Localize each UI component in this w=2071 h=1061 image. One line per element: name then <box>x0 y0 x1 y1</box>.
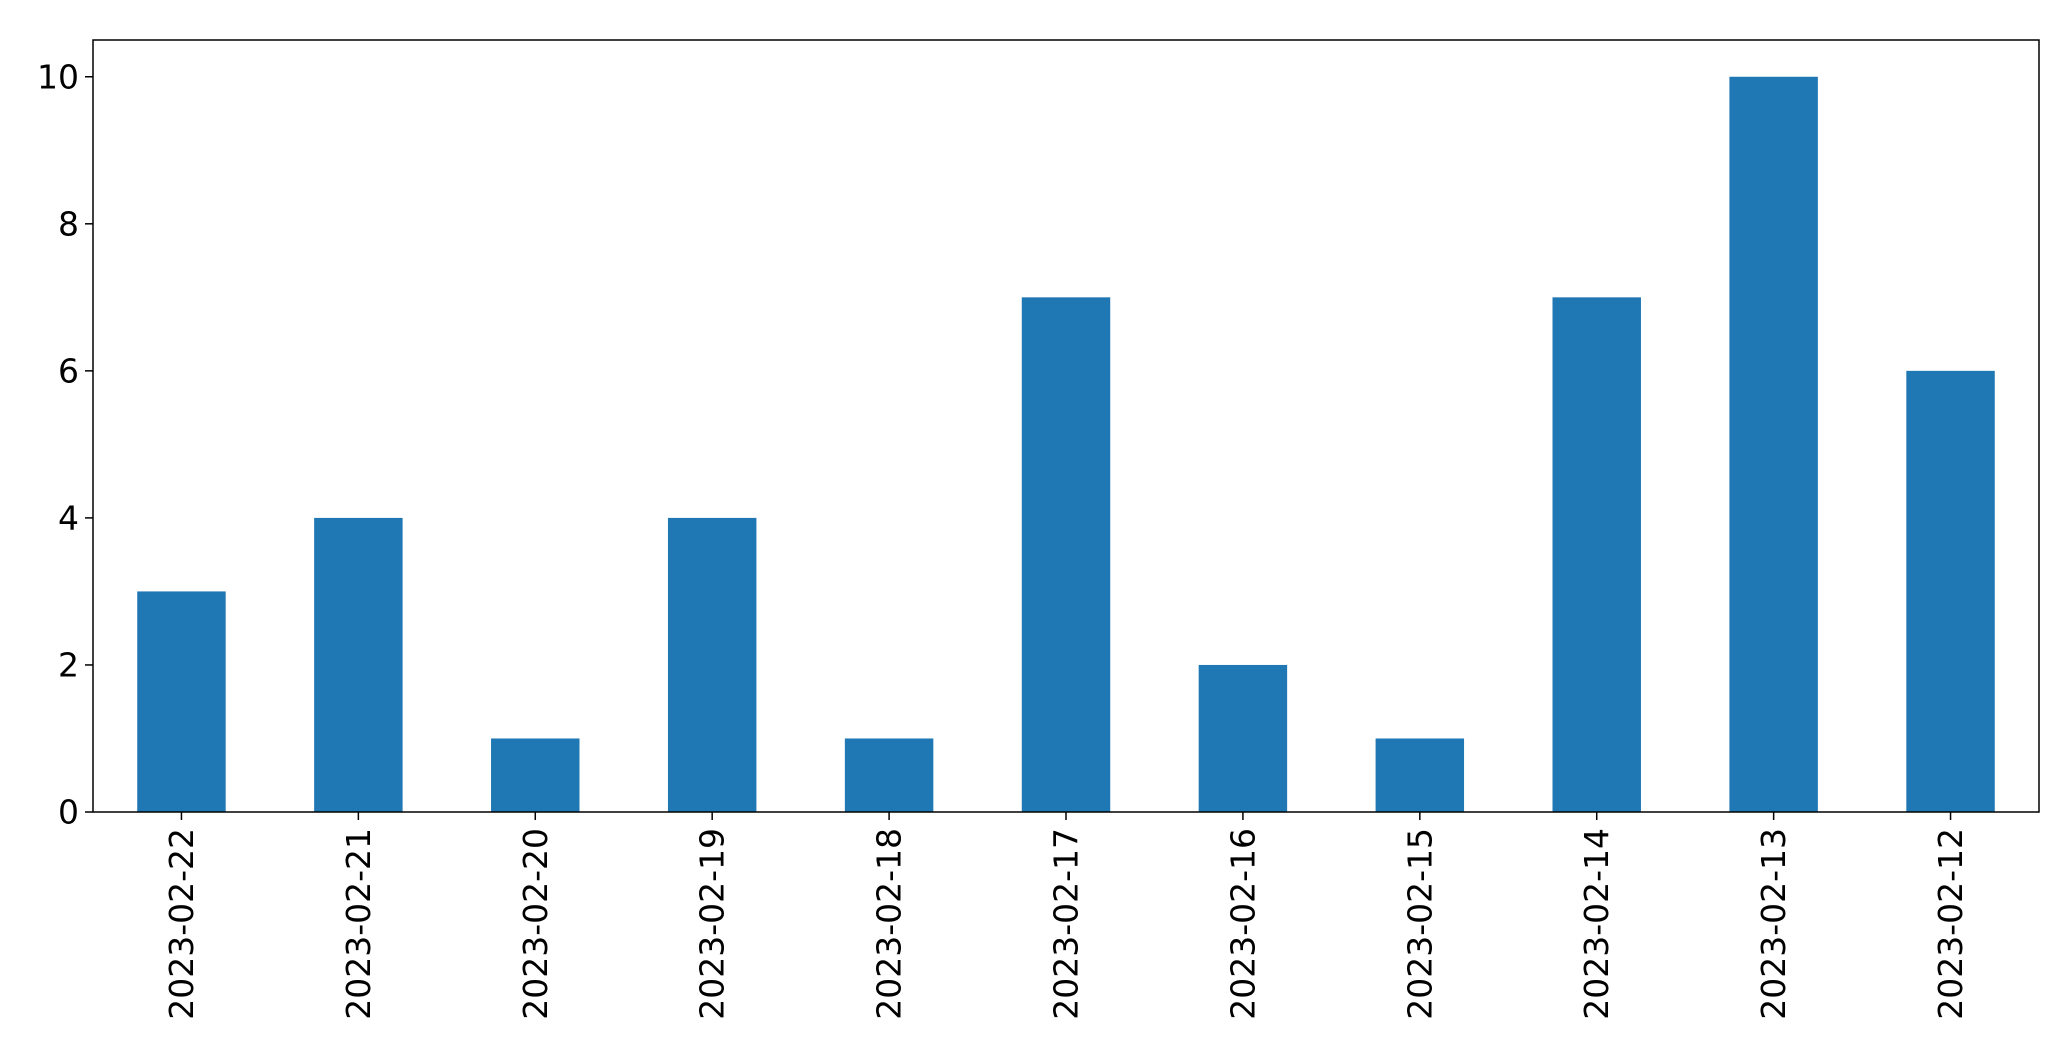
y-axis: 0 2 4 6 8 10 <box>37 57 93 832</box>
y-tick-label: 8 <box>58 204 79 243</box>
y-tick-label: 0 <box>58 793 79 832</box>
x-tick-label: 2023-02-20 <box>516 828 555 1020</box>
bar-2023-02-12 <box>1906 370 1995 812</box>
y-tick-label: 4 <box>58 498 79 537</box>
x-axis: 2023-02-22 2023-02-21 2023-02-20 2023-02-19… <box>162 812 1970 1020</box>
bar-2023-02-14 <box>1552 297 1641 812</box>
x-tick-label: 2023-02-12 <box>1931 828 1970 1020</box>
bar-2023-02-22 <box>137 591 226 812</box>
bar-2023-02-20 <box>491 738 580 812</box>
bar-2023-02-15 <box>1375 738 1465 812</box>
x-tick-label: 2023-02-18 <box>870 828 909 1020</box>
y-tick-label: 6 <box>58 351 79 390</box>
x-tick-label: 2023-02-16 <box>1223 828 1262 1020</box>
y-tick-label: 2 <box>58 645 79 684</box>
bar-2023-02-13 <box>1729 76 1818 812</box>
bar-2023-02-17 <box>1021 297 1111 812</box>
x-tick-label: 2023-02-14 <box>1577 828 1616 1020</box>
bar-2023-02-19 <box>667 517 757 812</box>
x-tick-label: 2023-02-21 <box>339 828 378 1020</box>
y-tick-label: 10 <box>37 57 79 96</box>
bar-2023-02-16 <box>1198 664 1288 812</box>
x-tick-label: 2023-02-15 <box>1400 828 1439 1020</box>
bar-2023-02-18 <box>844 738 934 812</box>
x-tick-label: 2023-02-19 <box>693 828 732 1020</box>
x-tick-label: 2023-02-13 <box>1754 828 1793 1020</box>
bars-group <box>137 76 1995 812</box>
bar-2023-02-21 <box>314 517 403 812</box>
x-tick-label: 2023-02-22 <box>162 828 201 1020</box>
x-tick-label: 2023-02-17 <box>1047 828 1086 1020</box>
